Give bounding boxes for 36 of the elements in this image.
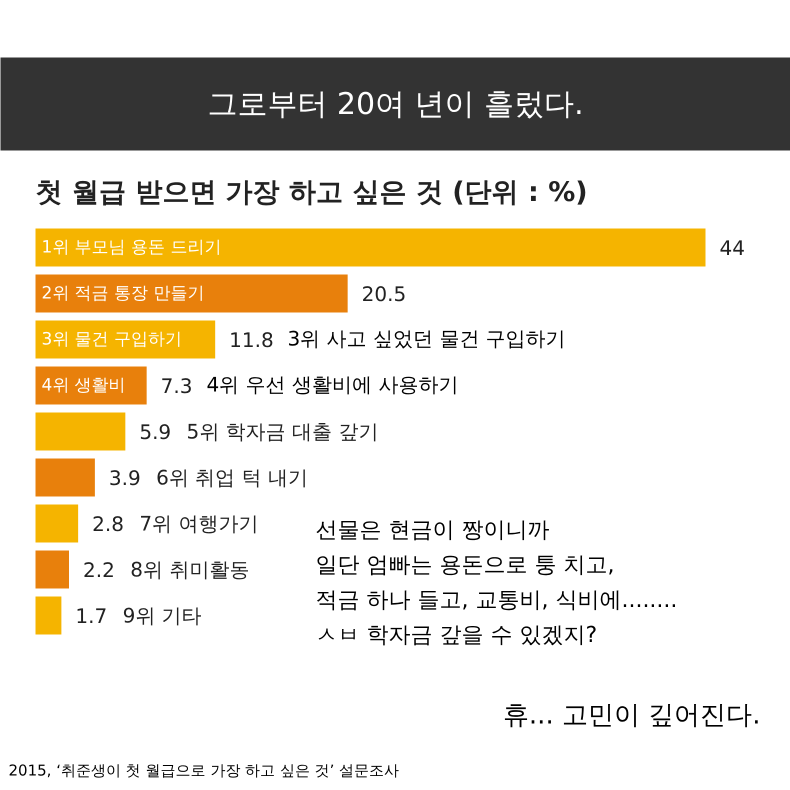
data-label: 20.5	[362, 282, 406, 306]
bar	[36, 458, 95, 496]
data-label: 2.8	[92, 512, 124, 536]
y-tick-label: 2위 적금 통장 만들기	[42, 284, 205, 304]
y-tick-label: 8위 취미활동	[130, 558, 250, 582]
annotation: 일단 엄빠는 용돈으로 퉁 치고,	[316, 553, 614, 578]
y-tick-label: 9위 기타	[122, 604, 202, 628]
annotation: 4위 우선 생활비에 사용하기	[206, 372, 458, 396]
annotation: 선물은 현금이 짱이니까	[316, 518, 550, 543]
bar	[36, 412, 126, 450]
bar	[36, 596, 62, 634]
y-tick-label: 3위 물건 구입하기	[42, 330, 182, 350]
bar	[36, 320, 216, 358]
data-label: 7.3	[160, 374, 192, 398]
y-tick-label: 4위 생활비	[42, 376, 126, 396]
bar	[36, 228, 706, 266]
bar	[36, 504, 78, 542]
y-tick-label: 1위 부모님 용돈 드리기	[42, 238, 222, 258]
data-label: 5.9	[139, 420, 172, 444]
annotation: 적금 하나 들고, 교통비, 식비에........	[316, 588, 678, 613]
y-tick-label: 5위 학자금 대출 갚기	[186, 420, 378, 444]
bar	[36, 550, 69, 588]
bar	[36, 274, 348, 312]
data-label: 11.8	[229, 328, 274, 352]
data-label: 1.7	[75, 604, 108, 628]
y-tick-label: 6위 취업 턱 내기	[156, 466, 308, 490]
annotation: 3위 사고 싶었던 물건 구입하기	[288, 326, 566, 350]
chart-title: 그로부터 20여 년이 흘렀다.	[207, 87, 584, 122]
data-label: 44	[720, 236, 745, 260]
data-label: 3.9	[108, 466, 141, 490]
text: 휴... 고민이 깊어진다.	[502, 700, 761, 730]
y-tick-label: 7위 여행가기	[139, 512, 258, 536]
text: 2015, ‘취준생이 첫 월급으로 가장 하고 싶은 것’ 설문조사	[8, 762, 400, 780]
data-label: 2.2	[83, 558, 115, 582]
annotation: ㅅㅂ 학자금 갚을 수 있겠지?	[316, 623, 598, 648]
chart-subtitle: 첫 월급 받으면 가장 하고 싶은 것 (단위 : %)	[36, 177, 588, 208]
